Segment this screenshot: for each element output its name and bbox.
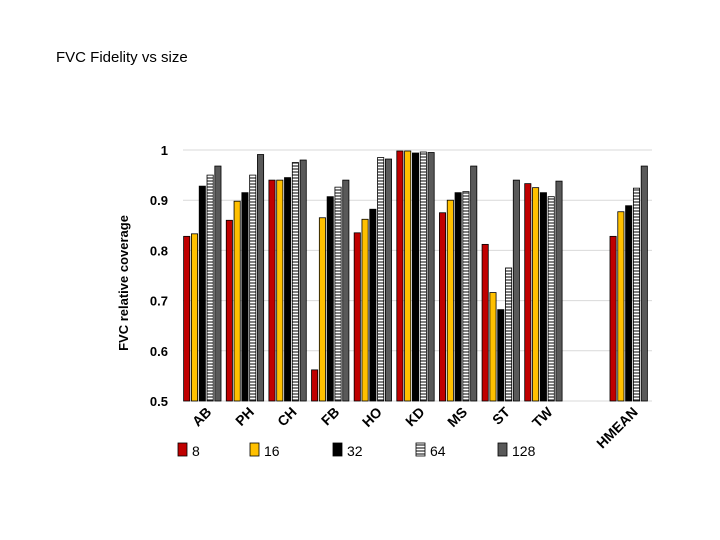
bar-MS-16 [446, 199, 454, 402]
bar-KD-128 [427, 152, 435, 402]
legend-swatch-8 [177, 442, 188, 457]
bar-TW-8 [524, 183, 532, 402]
category-label-FB: FB [318, 404, 343, 429]
bar-AB-128 [214, 165, 222, 402]
bar-ST-32 [497, 309, 505, 402]
bar-HO-64 [377, 157, 385, 402]
bar-AB-32 [198, 185, 206, 402]
bar-ST-8 [481, 243, 489, 402]
bar-TW-64 [547, 196, 555, 402]
category-label-ST: ST [489, 403, 513, 427]
bar-CH-16 [276, 179, 284, 402]
bar-FB-16 [318, 217, 326, 402]
bar-PH-32 [241, 192, 249, 402]
bars [183, 150, 648, 402]
bar-TW-128 [555, 180, 563, 402]
y-tick-label: 0.6 [150, 344, 168, 359]
legend-label-128: 128 [512, 443, 536, 459]
bar-HO-8 [353, 232, 361, 402]
legend-label-64: 64 [430, 443, 446, 459]
bar-KD-64 [419, 151, 427, 402]
bar-HMEAN-8 [609, 235, 617, 402]
bar-TW-16 [532, 187, 540, 402]
bar-CH-32 [284, 177, 292, 402]
bar-HMEAN-64 [632, 187, 640, 402]
bar-KD-16 [404, 150, 412, 402]
bar-FB-32 [326, 196, 334, 402]
legend: 8 16 32 64 128 [177, 442, 536, 459]
bar-HO-16 [361, 218, 369, 402]
y-tick-labels: 0.5 0.6 0.7 0.8 0.9 1 [150, 143, 168, 409]
y-tick-label: 0.5 [150, 394, 168, 409]
bar-FB-8 [311, 369, 319, 402]
y-tick-label: 1 [161, 143, 168, 158]
bar-MS-8 [439, 212, 447, 402]
bar-HO-128 [384, 158, 392, 402]
category-label-HO: HO [359, 404, 385, 430]
category-label-MS: MS [444, 404, 470, 430]
bar-AB-64 [206, 174, 214, 402]
bar-HO-32 [369, 208, 377, 402]
slide-title: FVC Fidelity vs size [56, 49, 188, 66]
bar-FB-128 [342, 179, 350, 402]
y-tick-label: 0.7 [150, 294, 168, 309]
legend-swatch-64 [415, 442, 426, 457]
category-label-PH: PH [232, 404, 257, 429]
y-axis-label: FVC relative coverage [116, 215, 131, 351]
category-label-TW: TW [529, 403, 556, 430]
legend-swatch-128 [497, 442, 508, 457]
y-tick-label: 0.8 [150, 243, 168, 258]
category-label-CH: CH [274, 404, 300, 430]
legend-label-32: 32 [347, 443, 363, 459]
category-label-HMEAN: HMEAN [593, 404, 641, 452]
y-tick-label: 0.9 [150, 193, 168, 208]
bar-HMEAN-32 [625, 205, 633, 402]
bar-FB-64 [334, 186, 342, 402]
bar-AB-16 [191, 233, 199, 402]
legend-swatch-32 [332, 442, 343, 457]
bar-MS-64 [462, 191, 470, 402]
bar-AB-8 [183, 235, 191, 402]
bar-PH-64 [249, 174, 257, 402]
legend-label-8: 8 [192, 443, 200, 459]
category-label-AB: AB [189, 404, 215, 430]
legend-label-16: 16 [264, 443, 280, 459]
bar-PH-128 [257, 154, 265, 402]
category-label-KD: KD [402, 404, 428, 430]
bar-HMEAN-128 [640, 165, 648, 402]
bar-KD-8 [396, 150, 404, 402]
bar-ST-64 [505, 267, 513, 402]
bar-TW-32 [539, 192, 547, 402]
bar-ST-16 [489, 292, 497, 402]
bar-PH-8 [225, 219, 233, 402]
bar-MS-32 [454, 192, 462, 402]
bar-ST-128 [512, 179, 520, 402]
bar-KD-32 [411, 152, 419, 402]
bar-CH-128 [299, 159, 307, 402]
bar-CH-64 [291, 162, 299, 402]
bar-MS-128 [470, 165, 478, 402]
bar-PH-16 [233, 200, 241, 402]
legend-swatch-16 [249, 442, 260, 457]
bar-CH-8 [268, 179, 276, 402]
bar-HMEAN-16 [617, 211, 625, 402]
